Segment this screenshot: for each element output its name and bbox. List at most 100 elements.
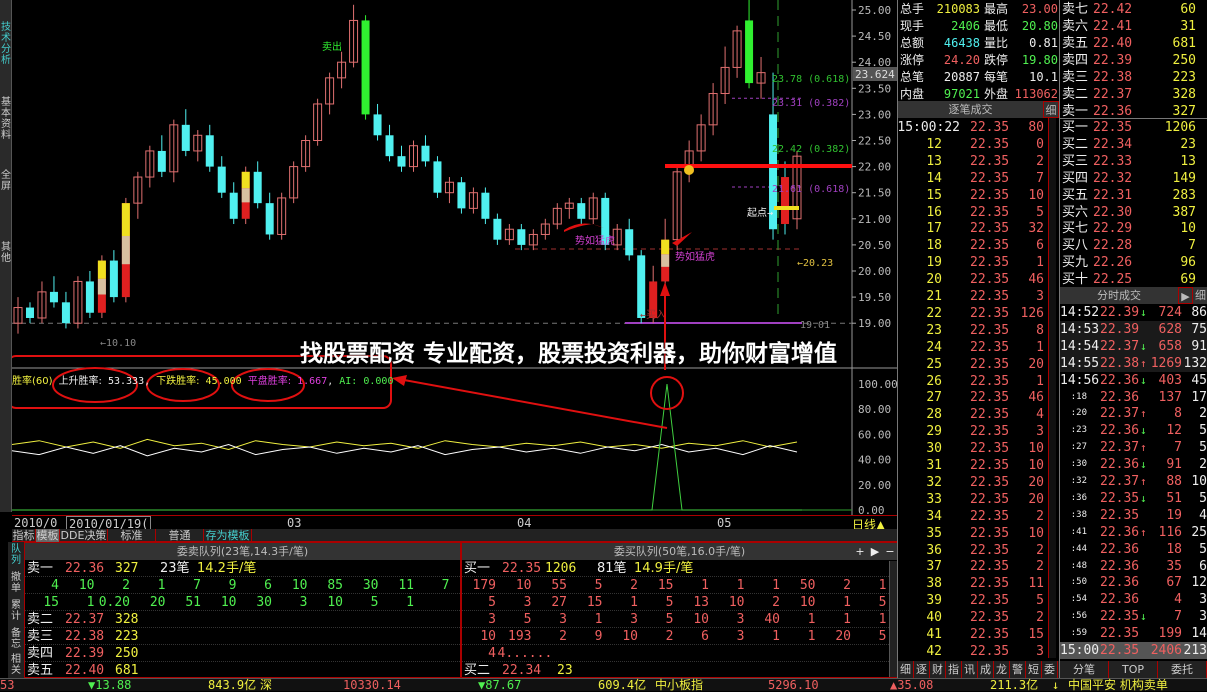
bid-row[interactable]: 买六 22.30 387 <box>1060 204 1207 221</box>
ask-row[interactable]: 卖一 22.36 327 <box>1060 103 1207 120</box>
side-tab-queue[interactable]: 队列 <box>11 544 21 566</box>
tab-dde[interactable]: DDE决策 <box>60 529 108 542</box>
candle <box>49 276 58 308</box>
bid-row[interactable]: 买九 22.26 96 <box>1060 254 1207 271</box>
bid-label: 买九 <box>1062 255 1089 271</box>
bid-row[interactable]: 买八 22.28 7 <box>1060 237 1207 254</box>
period-selector[interactable]: 日线▲ <box>852 518 886 532</box>
candle-body <box>349 19 359 63</box>
sme-amount: 609.4亿 <box>598 678 647 692</box>
expand-plus-icon[interactable]: + <box>855 545 865 558</box>
side-tab-related[interactable]: 相关 <box>11 654 21 676</box>
tick-volume: 2 <box>1036 508 1044 524</box>
ask-row[interactable]: 卖三 22.38 223 <box>1060 69 1207 86</box>
ask-row[interactable]: 卖四 22.39 250 <box>1060 52 1207 69</box>
tab-template[interactable]: 模板 <box>36 529 60 542</box>
tab-fundamentals[interactable]: 基本资料 <box>1 97 11 141</box>
bid-row[interactable]: 买四 22.32 149 <box>1060 170 1207 187</box>
sme-label[interactable]: 中小板指 <box>655 678 704 692</box>
ticks-scrollbar[interactable] <box>1048 118 1056 658</box>
tab-normal[interactable]: 普通 <box>156 529 204 542</box>
order-row: 3 5 3 1 3 5 10 3 40 1 1 1 <box>462 611 897 628</box>
tab-fullscreen[interactable]: 全屏 <box>1 170 11 192</box>
minute-count: 14 <box>1191 626 1207 642</box>
tick-volume: 20 <box>1028 491 1044 507</box>
bottom-tab[interactable]: TOP <box>1109 661 1158 678</box>
scrollbar[interactable] <box>889 561 897 677</box>
bid-label: 买六 <box>1062 204 1089 220</box>
candle <box>349 4 359 68</box>
price-tick-label: 21.50 <box>858 187 891 200</box>
tick-price: 22.35 <box>970 221 1010 237</box>
minute-count: 6 <box>1199 558 1207 574</box>
tab-standard[interactable]: 标准 <box>108 529 156 542</box>
minute-volume: 67 <box>1166 575 1182 591</box>
bid-row[interactable]: 买一 22.35 1206 <box>1060 119 1207 136</box>
bottom-tab[interactable]: 财 <box>930 661 946 678</box>
order-size: 193 <box>508 629 532 644</box>
play-icon[interactable]: ▶ <box>1178 287 1193 304</box>
side-tab-cancel[interactable]: 撤单 <box>11 572 21 594</box>
collapse-minus-icon[interactable]: − <box>885 545 895 558</box>
tab-indicator[interactable]: 指标 <box>12 529 36 542</box>
ask-row[interactable]: 卖二 22.37 328 <box>1060 86 1207 103</box>
minute-volume: 658 <box>1158 338 1182 354</box>
order-size: 1 <box>807 629 816 644</box>
bottom-tabs-right: 分笔 TOP 委托 <box>1060 661 1207 678</box>
minute-row: :38 22.35 19 4 <box>1060 507 1207 524</box>
status-amount: 211.3亿 <box>990 678 1039 692</box>
kline-chart[interactable]: 25.00 24.50 24.00 23.50 23.00 22.50 22.00 21.50… <box>12 0 898 515</box>
order-size: 10 <box>78 578 95 593</box>
ask-row[interactable]: 卖五 22.40 681 <box>1060 35 1207 52</box>
bid-row[interactable]: 买三 22.33 13 <box>1060 153 1207 170</box>
sz-label[interactable]: 深 <box>260 678 273 692</box>
ask-row[interactable]: 卖七 22.42 60 <box>1060 1 1207 18</box>
bid-row[interactable]: 买十 22.25 69 <box>1060 271 1207 288</box>
ask-label: 卖六 <box>1062 19 1089 34</box>
quote-label: 最低 <box>984 19 1009 33</box>
side-tab-memo[interactable]: 备忘 <box>11 628 21 650</box>
bottom-tab[interactable]: 指 <box>946 661 962 678</box>
tick-price: 22.35 <box>970 407 1010 423</box>
play-icon[interactable]: ▶ <box>870 545 880 558</box>
tick-volume: 2 <box>1036 542 1044 558</box>
bottom-tab[interactable]: 讯 <box>962 661 978 678</box>
candle-body <box>708 93 718 126</box>
candle <box>133 171 143 219</box>
minute-detail-button[interactable]: 细 <box>1193 287 1207 304</box>
bottom-tab[interactable]: 成 <box>978 661 994 678</box>
tab-save-template[interactable]: 存为模板 <box>204 529 252 542</box>
ticks-title: 逐笔成交 <box>898 101 1043 118</box>
bottom-tab[interactable]: 委 <box>1042 661 1058 678</box>
tab-other[interactable]: 其他 <box>1 242 11 264</box>
minute-row: 15:00 22.35 2406 213 <box>1060 642 1207 659</box>
candle-body <box>385 135 394 157</box>
level-label: 卖三 <box>27 629 54 644</box>
tick-time: 29 <box>926 424 942 440</box>
candle <box>289 161 299 204</box>
bid-row[interactable]: 买七 22.29 10 <box>1060 220 1207 237</box>
bottom-tab[interactable]: 细 <box>898 661 914 678</box>
bottom-tab[interactable]: 分笔 <box>1060 661 1109 678</box>
quote-value: 113062 <box>1014 87 1058 101</box>
tab-technical-analysis[interactable]: 技术分析 <box>1 22 11 66</box>
bottom-tab[interactable]: 警 <box>1010 661 1026 678</box>
bid-row[interactable]: 买五 22.31 283 <box>1060 187 1207 204</box>
tick-row: 25 22.35 20 <box>898 356 1048 373</box>
bottom-tab[interactable]: 委托 <box>1158 661 1207 678</box>
news-ticker[interactable]: 中国平安 机构卖单 <box>1068 678 1168 692</box>
quote-label: 内盘 <box>900 87 925 101</box>
minute-volume: 4 <box>1174 592 1182 608</box>
bottom-tab[interactable]: 逐 <box>914 661 930 678</box>
tick-price: 22.35 <box>970 424 1010 440</box>
ask-row[interactable]: 卖六 22.41 31 <box>1060 18 1207 35</box>
bid-row[interactable]: 买二 22.34 23 <box>1060 136 1207 153</box>
sell-signal-label: 卖出 <box>322 40 342 53</box>
ticks-detail-button[interactable]: 细 <box>1043 101 1059 118</box>
bid-label: 买三 <box>1062 153 1089 169</box>
side-tab-cumulative[interactable]: 累计 <box>11 600 21 622</box>
bottom-tab[interactable]: 短 <box>1026 661 1042 678</box>
bottom-tab[interactable]: 龙 <box>994 661 1010 678</box>
annotation-ellipse <box>52 367 138 403</box>
queue-side-tabs: 队列 撤单 累计 备忘 相关 <box>8 542 24 678</box>
